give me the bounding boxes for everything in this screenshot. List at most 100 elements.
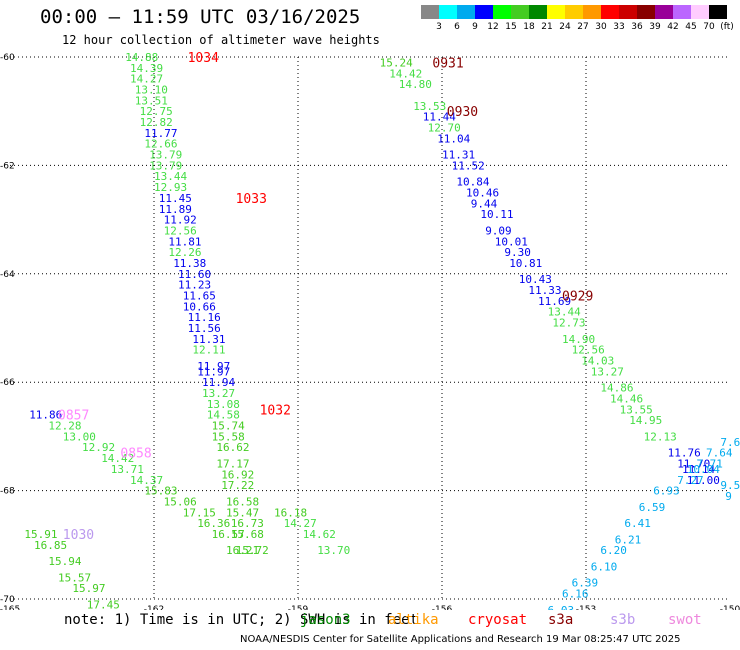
satellite-legend-item: cryosat	[468, 612, 528, 628]
wave-height-point: 16.85	[34, 539, 67, 552]
scale-label: 3	[436, 22, 442, 32]
wave-height-point: 7.6	[720, 436, 740, 449]
orbit-label: 0931	[432, 56, 463, 71]
wave-height-point: 13.51	[135, 94, 168, 107]
wave-height-point: 13.27	[591, 365, 624, 378]
wave-height-point: 14.86	[600, 382, 633, 395]
wave-height-point: 13.27	[202, 387, 235, 400]
wave-height-point: 14.46	[610, 392, 643, 405]
scale-label: 9	[472, 22, 478, 32]
wave-height-point: 14.03	[581, 355, 614, 368]
wave-height-point: 6.10	[591, 560, 618, 573]
wave-height-point: 13.08	[207, 398, 240, 411]
wave-height-point: 9.30	[504, 246, 531, 259]
wave-height-point: 13.53	[413, 100, 446, 113]
wave-height-point: 16.73	[231, 517, 264, 530]
wave-height-point: 12.70	[428, 121, 461, 134]
wave-height-point: 12.66	[144, 138, 177, 151]
scale-label: (ft)	[720, 22, 734, 32]
wave-height-point: 11.31	[442, 149, 475, 162]
scale-label: 21	[541, 22, 553, 32]
scale-label: 45	[685, 22, 697, 32]
wave-height-point: 11.86	[29, 409, 62, 422]
x-tick-label: -162	[144, 605, 164, 610]
wave-height-point: 14.95	[629, 414, 662, 427]
wave-height-point: 11.81	[168, 235, 201, 248]
page-subtitle: 12 hour collection of altimeter wave hei…	[62, 33, 380, 47]
wave-height-point: 13.79	[149, 149, 182, 162]
orbit-label: 1033	[236, 192, 267, 207]
wave-height-point: 7.71	[696, 458, 723, 471]
wave-height-point: 15.74	[212, 420, 245, 433]
y-tick-label: -64	[0, 270, 15, 280]
wave-height-point: 7.64	[706, 447, 733, 460]
scale-swatch	[457, 5, 475, 19]
wave-height-point: 6.21	[615, 533, 642, 546]
satellite-legend-item: jason3	[300, 612, 351, 628]
scale-label: 33	[613, 22, 625, 32]
scale-label: 12	[487, 22, 499, 32]
x-tick-label: -153	[576, 605, 596, 610]
wave-height-point: 14.90	[562, 333, 595, 346]
scale-swatch	[421, 5, 439, 19]
wave-height-point: 16.18	[274, 506, 307, 519]
scale-label: 42	[667, 22, 679, 32]
satellite-legend-item: s3b	[610, 612, 636, 628]
wave-height-point: 16.92	[221, 468, 254, 481]
wave-height-point: 17.02	[101, 609, 134, 610]
wave-height-point: 9.44	[471, 197, 498, 210]
y-tick-label: -60	[0, 53, 15, 63]
wave-height-point: 11.76	[668, 447, 701, 460]
wave-height-point: 7.27	[677, 474, 704, 487]
wave-height-point: 16.21	[226, 544, 259, 557]
wave-height-point: 14.27	[130, 73, 163, 86]
scale-label: 70	[703, 22, 715, 32]
wave-height-point: 12.13	[644, 430, 677, 443]
wave-height-point: 6.59	[639, 501, 666, 514]
wave-height-point: 11.04	[437, 132, 470, 145]
wave-height-point: 12.73	[552, 317, 585, 330]
wave-height-point: 10.04	[687, 463, 720, 476]
scale-swatch	[583, 5, 601, 19]
wave-height-point: 11.45	[159, 192, 192, 205]
wave-height-point: 10.66	[183, 300, 216, 313]
wave-height-point: 14.58	[207, 409, 240, 422]
wave-height-point: 13.00	[63, 430, 96, 443]
y-tick-label: -66	[0, 378, 15, 388]
wave-height-point: 10.01	[495, 235, 528, 248]
scale-swatch	[529, 5, 547, 19]
wave-height-point: 11.92	[164, 214, 197, 227]
wave-height-point: 11.44	[423, 111, 456, 124]
orbit-label: 0930	[447, 105, 478, 120]
wave-height-point: 10.46	[466, 187, 499, 200]
wave-height-point: 11.60	[178, 268, 211, 281]
wave-height-point: 12.26	[168, 246, 201, 259]
wave-height-point: 17.22	[221, 479, 254, 492]
wave-height-point: 14.80	[399, 78, 432, 91]
wave-height-point: 10.43	[519, 273, 552, 286]
wave-height-point: 13.79	[149, 159, 182, 172]
orbit-label: 1032	[260, 403, 291, 418]
wave-height-point: 14.42	[389, 67, 422, 80]
scale-swatch	[475, 5, 493, 19]
scale-label: 15	[505, 22, 517, 32]
wave-height-point: 17.17	[216, 458, 249, 471]
wave-height-point: 13.70	[317, 544, 350, 557]
scale-label: 18	[523, 22, 535, 32]
orbit-label: 1034	[188, 51, 219, 66]
wave-height-point: 11.94	[202, 376, 235, 389]
wave-height-point: 14.39	[130, 62, 163, 75]
wave-height-point: 15.68	[231, 528, 264, 541]
wave-height-point: 11.56	[188, 322, 221, 335]
y-tick-label: -62	[0, 161, 15, 171]
wave-height-point: 15.57	[58, 571, 91, 584]
x-tick-label: -159	[288, 605, 309, 610]
wave-height-point: 11.97	[197, 365, 230, 378]
wave-height-point: 10.81	[509, 257, 542, 270]
wave-height-point: 11.38	[173, 257, 206, 270]
wave-height-point: 13.71	[111, 463, 144, 476]
scale-swatch	[601, 5, 619, 19]
scale-label: 30	[595, 22, 607, 32]
wave-height-point: 12.82	[140, 116, 173, 129]
footer-credit: NOAA/NESDIS Center for Satellite Applica…	[240, 634, 681, 645]
